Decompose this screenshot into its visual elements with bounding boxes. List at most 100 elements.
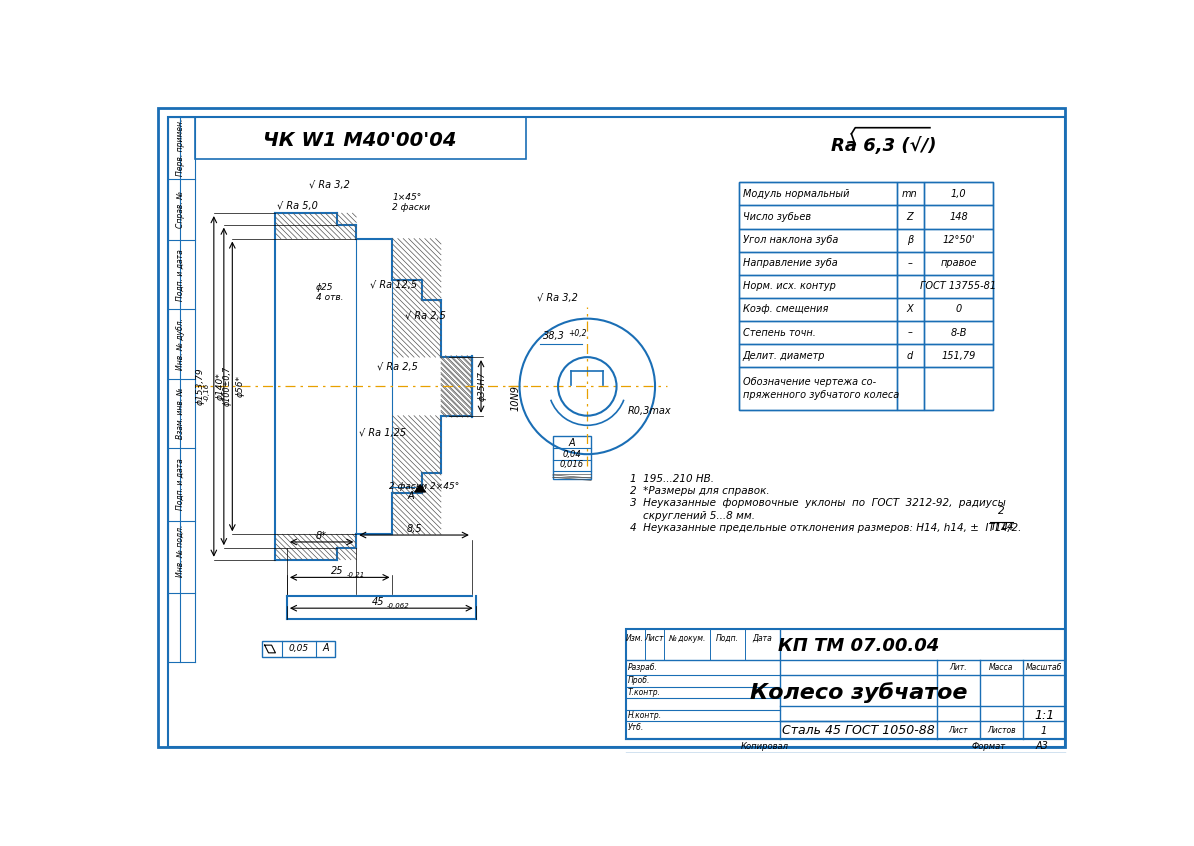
Text: Число зубьев: Число зубьев (743, 212, 811, 222)
Bar (739, 275, 993, 298)
Text: Подп.: Подп. (716, 634, 739, 643)
Text: 0,05: 0,05 (289, 644, 308, 653)
Text: Проб.: Проб. (628, 676, 651, 685)
Text: Делит. диаметр: Делит. диаметр (743, 350, 825, 360)
Text: √ Ra 3,2: √ Ra 3,2 (537, 293, 578, 303)
Text: -0,16: -0,16 (204, 383, 210, 401)
Text: Коэф. смещения: Коэф. смещения (743, 305, 829, 315)
Text: Инв. № дубл.: Инв. № дубл. (177, 318, 185, 370)
Bar (739, 206, 993, 228)
Text: 8*: 8* (316, 530, 327, 541)
Text: 25: 25 (331, 566, 344, 576)
Text: Подп. и дата: Подп. и дата (177, 459, 185, 510)
Text: 4  Неуказанные предельные отклонения размеров: Н14, h14, ±  IT14/2.: 4 Неуказанные предельные отклонения разм… (629, 523, 1021, 533)
Text: Разраб.: Разраб. (628, 663, 658, 672)
Text: 8-B: 8-B (950, 327, 967, 338)
Text: Подп. и дата: Подп. и дата (177, 249, 185, 300)
Text: пряженного зубчатого колеса: пряженного зубчатого колеса (743, 389, 899, 399)
Text: Модуль нормальный: Модуль нормальный (743, 189, 849, 199)
Text: скруглений 5...8 мм.: скруглений 5...8 мм. (629, 511, 755, 521)
Text: 2 фаски 2×45°: 2 фаски 2×45° (389, 482, 460, 491)
Text: Масса: Масса (989, 663, 1014, 672)
Text: 10N9: 10N9 (510, 385, 521, 411)
Text: ϕ35H7: ϕ35H7 (478, 371, 486, 401)
Bar (195, 117, 525, 159)
Text: IT14: IT14 (991, 522, 1014, 531)
Text: Лит.: Лит. (949, 663, 967, 672)
Bar (739, 344, 993, 367)
Bar (553, 437, 591, 479)
Text: 3  Неуказанные  формовочные  уклоны  по  ГОСТ  3212-92,  радиусы: 3 Неуказанные формовочные уклоны по ГОСТ… (629, 498, 1005, 508)
Text: Лист: Лист (948, 726, 968, 735)
Text: Взам. инв. №: Взам. инв. № (177, 387, 185, 439)
Text: 0,04: 0,04 (562, 450, 581, 459)
Text: d: d (906, 350, 913, 360)
Text: Z: Z (906, 212, 913, 222)
Text: ϕ140*: ϕ140* (215, 372, 224, 400)
Text: √ Ra 5,0: √ Ra 5,0 (277, 201, 318, 212)
Text: ϕ153,79: ϕ153,79 (196, 368, 204, 405)
Text: Сталь 45 ГОСТ 1050-88: Сталь 45 ГОСТ 1050-88 (782, 724, 935, 737)
Text: 0: 0 (955, 305, 961, 315)
Text: √ Ra 12,5: √ Ra 12,5 (370, 280, 417, 290)
Text: Ra 6,3 (√/): Ra 6,3 (√/) (831, 137, 936, 155)
Text: √ Ra 3,2: √ Ra 3,2 (308, 179, 350, 190)
Bar (739, 228, 993, 251)
Text: 148: 148 (949, 212, 968, 222)
Text: 2  *Размеры для справок.: 2 *Размеры для справок. (629, 486, 769, 496)
Text: 0,016: 0,016 (560, 460, 584, 470)
Bar (739, 298, 993, 321)
Text: 1,0: 1,0 (950, 189, 966, 199)
Text: 38,3: 38,3 (543, 332, 565, 342)
Text: –: – (907, 327, 912, 338)
Text: 12°50': 12°50' (942, 235, 974, 245)
Polygon shape (414, 485, 425, 492)
Bar (739, 183, 993, 206)
Text: β: β (906, 235, 913, 245)
Text: 1×45°: 1×45° (393, 193, 421, 202)
Text: Формат: Формат (972, 741, 1005, 750)
Text: Обозначение чертежа со-: Обозначение чертежа со- (743, 377, 876, 387)
Text: 1: 1 (1041, 726, 1047, 736)
Text: Справ. №: Справ. № (177, 191, 185, 228)
Text: √ Ra 1,25: √ Ra 1,25 (358, 427, 406, 437)
Text: 8,5: 8,5 (406, 524, 421, 534)
Text: A: A (407, 491, 414, 501)
Text: А3: А3 (1036, 741, 1048, 751)
Text: X: X (906, 305, 913, 315)
Text: № докум.: № докум. (669, 634, 706, 643)
Bar (897, 183, 924, 409)
Text: Инв. № подл.: Инв. № подл. (177, 525, 185, 577)
Text: Колесо зубчатое: Колесо зубчатое (750, 682, 967, 702)
Text: Норм. исх. контур: Норм. исх. контур (743, 282, 836, 291)
Text: Перв. примен.: Перв. примен. (177, 119, 185, 177)
Text: Изм.: Изм. (626, 634, 644, 643)
Text: Т.контр.: Т.контр. (628, 688, 661, 696)
Text: -0,21: -0,21 (346, 573, 364, 579)
Bar (263, 640, 336, 657)
Bar (739, 367, 993, 409)
Text: mn: mn (903, 189, 918, 199)
Bar (626, 629, 1065, 739)
Text: ЧК W1 М40'00'04: ЧК W1 М40'00'04 (264, 130, 457, 150)
Text: ϕ100±0,7: ϕ100±0,7 (222, 366, 232, 406)
Text: √ Ra 2,5: √ Ra 2,5 (377, 362, 418, 372)
Text: КП ТМ 07.00.04: КП ТМ 07.00.04 (777, 637, 938, 655)
Text: Направление зуба: Направление зуба (743, 258, 837, 268)
Text: A: A (568, 437, 576, 448)
Text: Лист: Лист (645, 634, 664, 643)
Text: +0,2: +0,2 (568, 329, 586, 338)
Text: Н.контр.: Н.контр. (628, 711, 663, 720)
Text: –: – (907, 258, 912, 268)
Text: Утб.: Утб. (628, 723, 645, 732)
Text: R0,3max: R0,3max (628, 406, 672, 416)
Text: 4 отв.: 4 отв. (316, 294, 344, 302)
Text: A: A (322, 643, 328, 653)
Text: Угол наклона зуба: Угол наклона зуба (743, 235, 838, 245)
Bar (739, 183, 897, 409)
Text: ϕ25: ϕ25 (316, 283, 334, 293)
Text: 1:1: 1:1 (1034, 709, 1054, 722)
Text: ϕ56*: ϕ56* (235, 376, 245, 398)
Text: ГОСТ 13755-81: ГОСТ 13755-81 (921, 282, 997, 291)
Text: Копировал: Копировал (740, 741, 788, 750)
